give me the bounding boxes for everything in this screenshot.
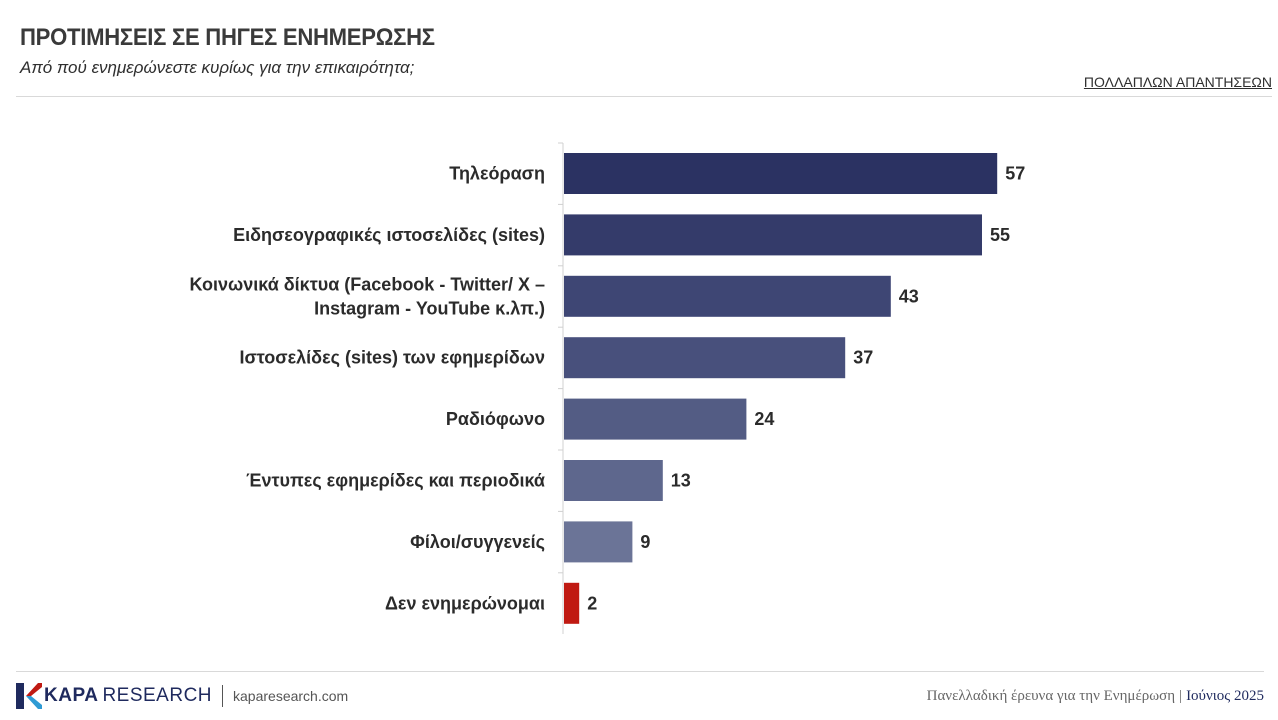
category-label: Τηλεόραση — [449, 164, 545, 184]
category-label-line: Δεν ενημερώνομαι — [385, 593, 545, 613]
header-divider — [16, 96, 1272, 97]
kapa-logo-icon — [16, 683, 42, 709]
multiple-answers-note: ΠΟΛΛΑΠΛΩΝ ΑΠΑΝΤΗΣΕΩΝ — [1083, 74, 1272, 90]
bar — [564, 398, 747, 440]
category-label-line: Φίλοι/συγγενείς — [410, 532, 545, 552]
category-label-line: Τηλεόραση — [449, 164, 545, 184]
category-label: Δεν ενημερώνομαι — [385, 593, 545, 613]
category-label-line: Έντυπες εφημερίδες και περιοδικά — [246, 471, 545, 491]
footer-divider — [16, 671, 1264, 672]
category-label: Ειδησεογραφικές ιστοσελίδες (sites) — [233, 225, 545, 245]
category-label-line: Ειδησεογραφικές ιστοσελίδες (sites) — [233, 225, 545, 245]
footer-separator: | — [1179, 688, 1183, 704]
bar-value-label: 57 — [1005, 164, 1025, 184]
bar — [564, 214, 982, 256]
page-title: ΠΡΟΤΙΜΗΣΕΙΣ ΣΕ ΠΗΓΕΣ ΕΝΗΜΕΡΩΣΗΣ — [20, 24, 435, 51]
category-label: Έντυπες εφημερίδες και περιοδικά — [246, 471, 545, 491]
bar-value-label: 9 — [640, 532, 650, 552]
bar-value-label: 13 — [671, 471, 691, 491]
bar — [564, 337, 846, 379]
category-label-line: Ραδιόφωνο — [446, 409, 545, 429]
category-label: Κοινωνικά δίκτυα (Facebook - Twitter/ X … — [189, 274, 545, 318]
kapa-research-logo: KAPA RESEARCH kaparesearch.com — [16, 683, 348, 709]
bar-value-label: 2 — [587, 593, 597, 613]
bar — [564, 521, 633, 563]
category-label: Ραδιόφωνο — [446, 409, 545, 429]
footer-survey-info: Πανελλαδική έρευνα για την Ενημέρωση | Ιού… — [927, 688, 1264, 705]
bar-value-label: 43 — [899, 286, 919, 306]
category-label: Ιστοσελίδες (sites) των εφημερίδων — [239, 348, 545, 368]
bar — [564, 275, 891, 317]
category-label: Φίλοι/συγγενείς — [410, 532, 545, 552]
logo-separator — [222, 685, 224, 707]
category-label-line: Κοινωνικά δίκτυα (Facebook - Twitter/ X … — [189, 274, 545, 294]
bar — [564, 582, 580, 624]
website-link[interactable]: kaparesearch.com — [233, 688, 349, 704]
category-label-line: Ιστοσελίδες (sites) των εφημερίδων — [239, 348, 545, 368]
brand-name-light: RESEARCH — [102, 685, 213, 706]
bar-value-label: 37 — [853, 348, 873, 368]
bar — [564, 153, 998, 194]
page-subtitle: Από πού ενημερώνεστε κυρίως για την επικ… — [20, 58, 415, 77]
bar-value-label: 55 — [990, 225, 1010, 245]
survey-date: Ιούνιος 2025 — [1186, 688, 1264, 704]
bar-value-label: 24 — [754, 409, 774, 429]
survey-name: Πανελλαδική έρευνα για την Ενημέρωση — [926, 688, 1176, 704]
bar — [564, 460, 663, 501]
brand-name-bold: KAPA — [44, 685, 99, 706]
category-label-line: Instagram - YouTube κ.λπ.) — [314, 298, 545, 318]
